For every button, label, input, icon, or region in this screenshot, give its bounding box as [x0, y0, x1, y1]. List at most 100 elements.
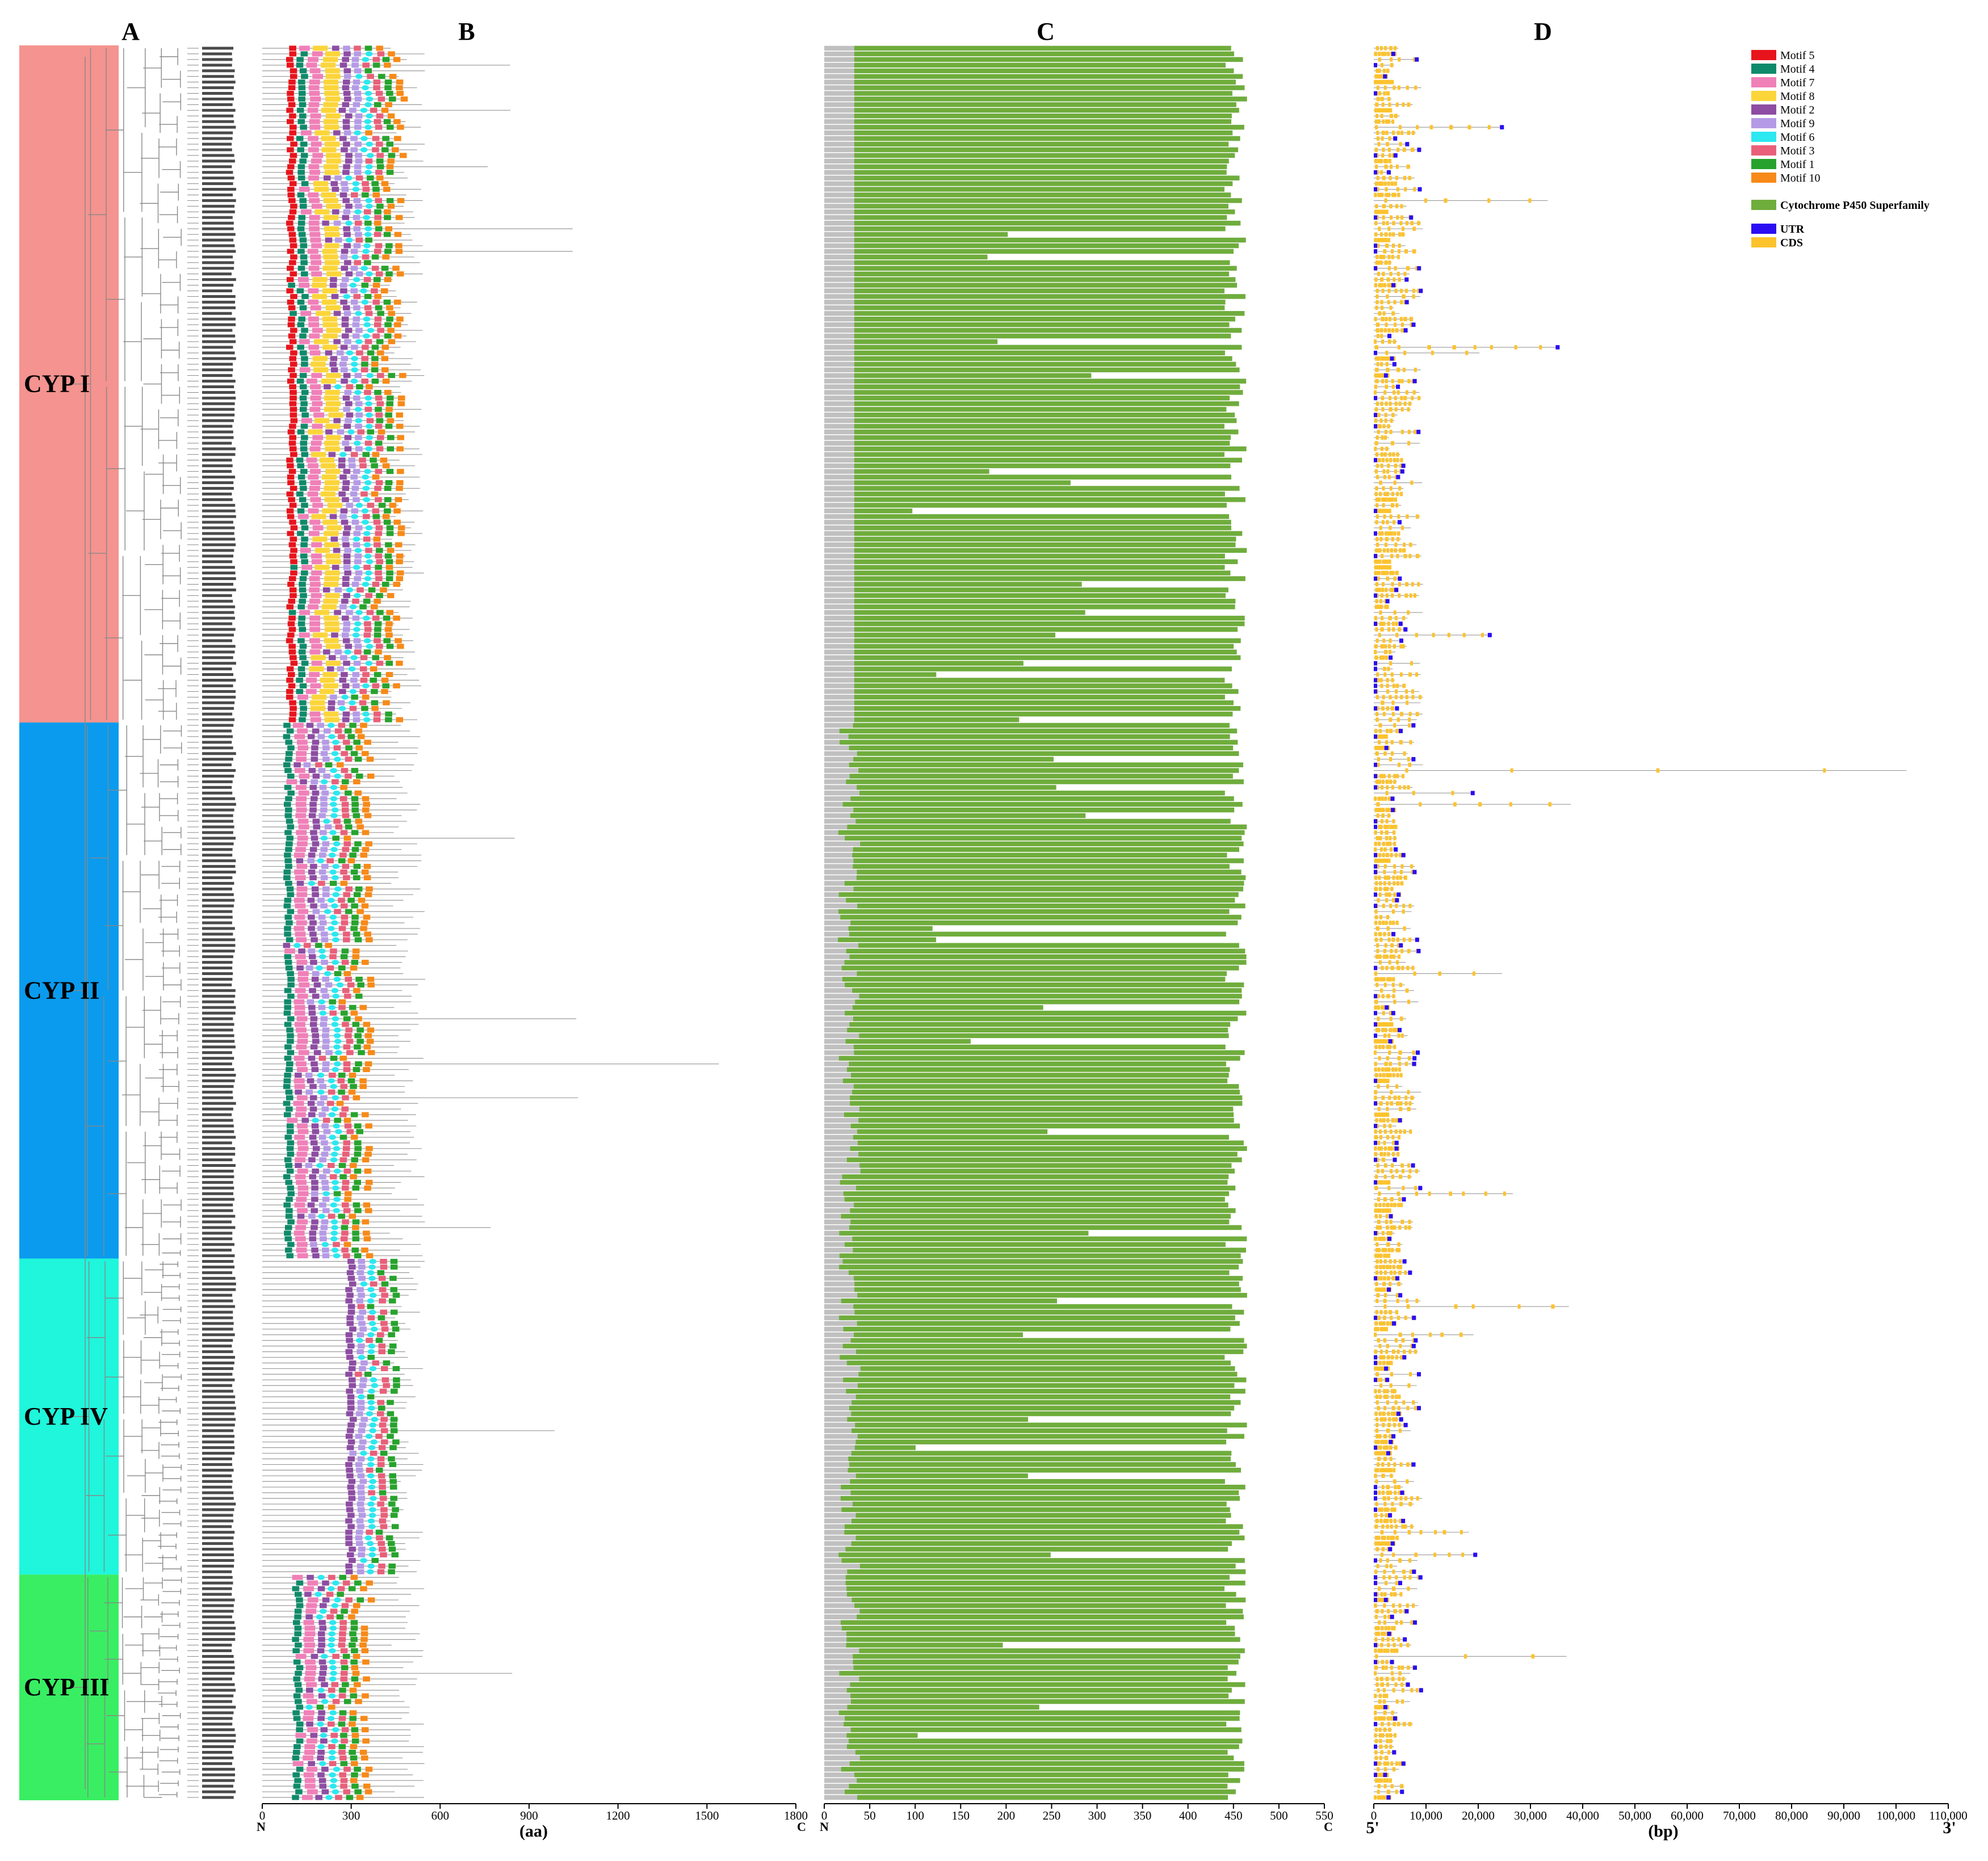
cds-block: [1389, 204, 1393, 209]
domain-bar: [847, 1417, 1029, 1422]
motif-block: [385, 621, 393, 627]
motif-block: [317, 734, 325, 740]
motif-block: [351, 254, 359, 260]
motif-block: [299, 627, 307, 632]
motif-block: [290, 418, 298, 423]
motif-block: [326, 271, 342, 277]
motif-block: [314, 610, 330, 615]
motif-block: [355, 158, 363, 164]
motif-block: [309, 1083, 317, 1089]
motif-block: [309, 446, 321, 452]
motif-block: [341, 920, 349, 926]
motif-block: [346, 412, 354, 418]
motif-block: [376, 661, 384, 666]
motif-block: [397, 435, 405, 440]
domain-bar: [854, 333, 1231, 339]
motif-block: [374, 215, 381, 220]
motif-block: [330, 694, 337, 700]
motif-block: [381, 1281, 389, 1287]
domain-bar: [848, 1456, 1231, 1461]
motif-block: [311, 593, 322, 598]
motif-block: [349, 1072, 357, 1078]
tip-label: [202, 357, 236, 360]
cds-block: [1374, 345, 1378, 350]
motif-block: [330, 1670, 337, 1676]
tip-label: [202, 199, 236, 202]
motif-block: [308, 852, 316, 858]
cds-block: [1375, 204, 1378, 209]
motif-block: [393, 508, 401, 514]
motif-block: [363, 215, 370, 220]
motif-block: [311, 243, 322, 249]
motif-block: [339, 796, 347, 801]
cds-block: [1382, 221, 1385, 225]
domain-bar: [854, 446, 1247, 452]
motif-block: [368, 1321, 376, 1326]
cds-block: [1377, 159, 1381, 163]
motif-block: [347, 897, 355, 903]
domain-bar: [849, 1022, 1231, 1027]
motif-block: [343, 841, 351, 847]
domain-bar: [841, 1625, 1235, 1631]
motif-block: [295, 1157, 306, 1163]
motif-block: [350, 266, 358, 271]
domain-bar: [849, 954, 1247, 959]
tip-label: [202, 820, 234, 823]
motif-block: [326, 435, 341, 440]
motif-block: [375, 395, 383, 401]
domain-bar: [854, 599, 1236, 604]
motif-block: [307, 1580, 318, 1586]
motif-block: [329, 1174, 337, 1179]
cds-block: [1374, 469, 1378, 474]
motif-block: [339, 1687, 346, 1693]
tip-label: [202, 255, 233, 259]
motif-block: [385, 632, 393, 638]
cds-block: [1401, 232, 1405, 237]
motif-block: [287, 1152, 295, 1157]
cds-block: [1381, 136, 1384, 141]
tip-label: [202, 114, 234, 117]
motif-block: [331, 1106, 339, 1112]
motif-block: [354, 1152, 362, 1157]
cds-block: [1400, 204, 1403, 209]
motif-block: [304, 1710, 314, 1716]
motif-block: [365, 1123, 372, 1129]
tip-label: [202, 944, 236, 947]
motif-block: [332, 1066, 339, 1072]
cds-block: [1394, 266, 1397, 271]
cds-block: [1398, 486, 1402, 491]
motif-block: [393, 119, 401, 124]
motif-block: [308, 926, 315, 931]
utr-block: [1417, 187, 1422, 192]
motif-block: [351, 960, 359, 965]
motif-block: [316, 1704, 324, 1710]
tip-label: [202, 1299, 233, 1303]
motif-block: [345, 1027, 353, 1033]
tip-label: [202, 898, 235, 902]
cds-block: [1375, 114, 1379, 119]
motif-block: [307, 1078, 314, 1083]
cds-block: [1374, 283, 1377, 288]
motif-block: [340, 880, 348, 886]
cds-block: [1410, 480, 1414, 485]
tip-label: [202, 1316, 233, 1320]
motif-block: [359, 457, 366, 463]
motif-block: [332, 1727, 339, 1733]
motif-block: [383, 119, 391, 124]
motif-block: [338, 999, 346, 1005]
tip-label: [202, 390, 236, 394]
motif-block: [334, 1039, 342, 1044]
motif-block: [308, 429, 323, 435]
cds-block: [1403, 317, 1407, 321]
motif-block: [374, 316, 382, 322]
motif-block: [376, 153, 384, 158]
motif-block: [384, 655, 391, 661]
motif-block: [384, 553, 392, 559]
motif-block: [350, 1135, 358, 1140]
motif-block: [288, 198, 296, 203]
motif-block: [300, 243, 308, 249]
domain-bar: [846, 1360, 1231, 1366]
motif-block: [370, 107, 378, 113]
motif-block: [366, 412, 373, 418]
motif-block: [343, 373, 351, 379]
